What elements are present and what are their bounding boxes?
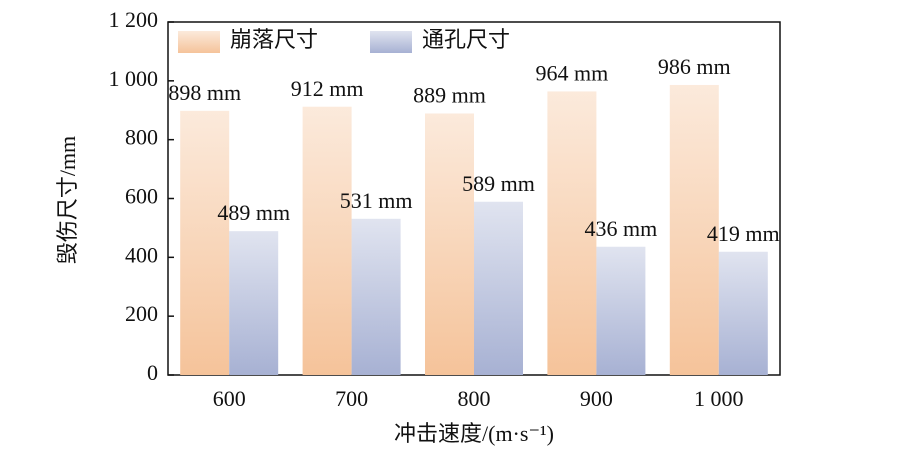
bar [547, 91, 597, 375]
bar [351, 218, 401, 375]
value-label: 898 mm [168, 80, 241, 105]
y-tick-label: 1 200 [109, 7, 159, 32]
value-label: 489 mm [217, 200, 290, 225]
y-tick-label: 400 [125, 242, 158, 267]
x-axis-label: 冲击速度/(m·s⁻¹) [394, 421, 554, 446]
bar [425, 113, 474, 375]
value-label: 531 mm [340, 188, 413, 213]
bar [180, 110, 230, 376]
value-label: 589 mm [462, 171, 535, 196]
bar [302, 106, 352, 375]
bar [229, 231, 279, 375]
legend-swatch [370, 31, 412, 53]
x-tick-label: 800 [458, 386, 491, 411]
y-axis-label: 毁伤尺寸/mm [55, 136, 80, 264]
y-tick-label: 200 [125, 301, 158, 326]
y-tick-label: 800 [125, 125, 158, 150]
legend-label: 通孔尺寸 [422, 27, 510, 52]
y-tick-label: 1 000 [109, 66, 159, 91]
legend-swatch [178, 31, 220, 53]
bar [718, 251, 768, 375]
x-tick-label: 1 000 [694, 386, 744, 411]
value-label: 889 mm [413, 83, 486, 108]
x-tick-label: 700 [335, 386, 368, 411]
y-tick-label: 600 [125, 184, 158, 209]
bar [596, 246, 646, 375]
bar [474, 201, 523, 375]
value-label: 986 mm [658, 54, 731, 79]
legend-label: 崩落尺寸 [230, 27, 318, 52]
value-label: 436 mm [585, 216, 658, 241]
x-tick-label: 600 [213, 386, 246, 411]
bar [669, 84, 719, 376]
value-label: 964 mm [536, 60, 609, 85]
y-tick-label: 0 [147, 360, 158, 385]
value-label: 419 mm [707, 221, 780, 246]
value-label: 912 mm [291, 76, 364, 101]
x-tick-label: 900 [580, 386, 613, 411]
